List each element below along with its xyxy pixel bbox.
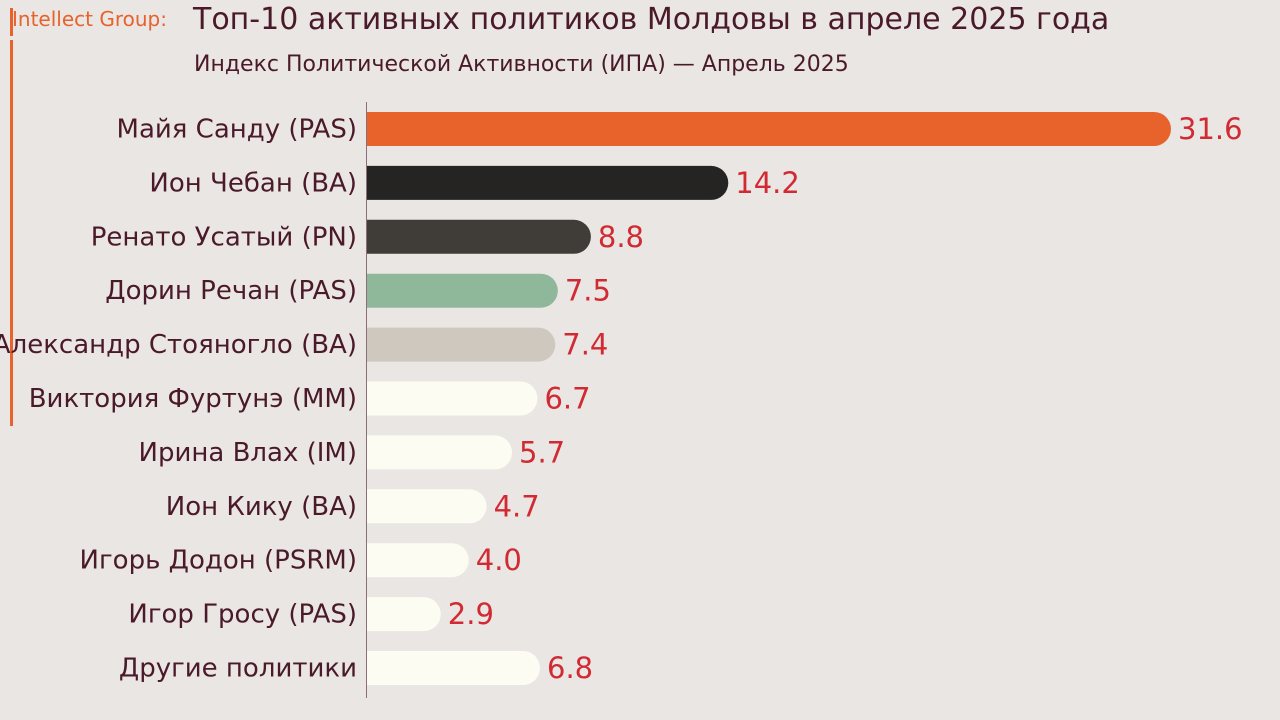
- category-label: Ирина Влах (IM): [139, 438, 357, 468]
- value-label: 14.2: [735, 166, 800, 200]
- brand-label: Intellect Group:: [12, 7, 167, 31]
- category-label: Александр Стояногло (BA): [0, 330, 357, 360]
- brand-accent-tick: [10, 8, 13, 36]
- category-label: Майя Санду (PAS): [117, 115, 357, 145]
- value-label: 7.4: [562, 328, 608, 362]
- category-label: Ион Кику (BA): [166, 492, 357, 522]
- bar: [367, 435, 513, 470]
- value-label: 31.6: [1178, 112, 1243, 146]
- bar: [367, 219, 591, 254]
- value-label: 8.8: [598, 220, 644, 254]
- accent-bar: [10, 40, 13, 426]
- bar: [367, 651, 541, 685]
- value-label: 6.7: [544, 382, 590, 416]
- category-label: Ион Чебан (BA): [149, 168, 357, 198]
- value-label: 7.5: [565, 274, 611, 308]
- category-label: Игор Гросу (PAS): [128, 600, 357, 630]
- chart-subtitle: Индекс Политической Активности (ИПА) — А…: [194, 52, 849, 77]
- bar: [367, 381, 538, 416]
- category-label: Игорь Додон (PSRM): [80, 546, 357, 576]
- bar: [367, 327, 556, 362]
- value-label: 2.9: [448, 597, 494, 631]
- bar: [367, 597, 441, 632]
- category-label: Другие политики: [119, 654, 357, 684]
- bar: [367, 165, 729, 200]
- value-label: 4.0: [476, 543, 522, 577]
- value-label: 6.8: [547, 651, 593, 685]
- bar: [367, 489, 487, 524]
- value-label: 4.7: [494, 489, 540, 523]
- category-label: Виктория Фуртунэ (MM): [29, 384, 357, 414]
- bar: [367, 273, 558, 308]
- category-label: Дорин Речан (PAS): [105, 276, 357, 306]
- bar: [367, 543, 469, 578]
- category-label: Ренато Усатый (PN): [91, 222, 357, 252]
- value-label: 5.7: [519, 435, 565, 469]
- bar: [367, 112, 1171, 146]
- chart-title: Топ-10 активных политиков Молдовы в апре…: [193, 2, 1110, 37]
